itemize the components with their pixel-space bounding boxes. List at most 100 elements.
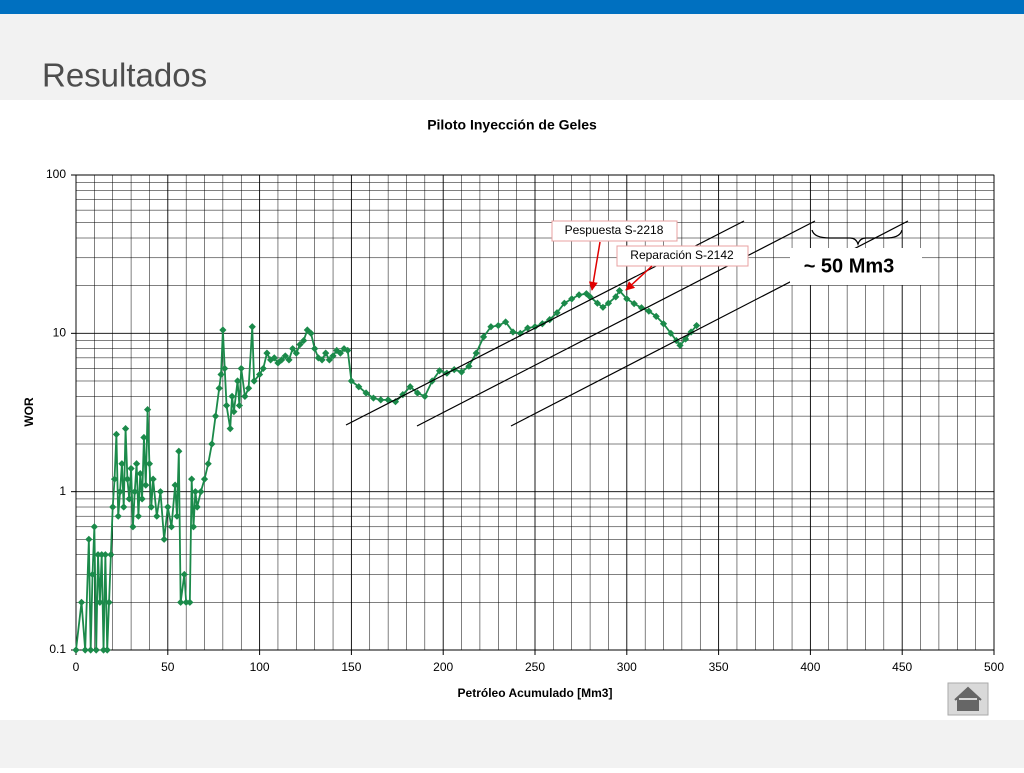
- data-point: [189, 523, 198, 531]
- data-point: [110, 475, 119, 483]
- data-point: [494, 321, 502, 330]
- data-point: [248, 323, 256, 331]
- x-tick-label: 0: [73, 660, 80, 674]
- data-point: [136, 470, 144, 478]
- y-axis-label: WOR: [22, 397, 36, 427]
- data-point: [435, 367, 444, 375]
- y-tick-label: 10: [53, 326, 67, 340]
- data-point: [289, 345, 297, 353]
- data-point: [336, 349, 344, 357]
- data-point: [208, 440, 216, 448]
- data-point: [259, 364, 267, 373]
- data-point: [144, 405, 152, 414]
- data-point: [228, 392, 236, 400]
- data-point: [637, 304, 646, 312]
- data-point: [85, 535, 93, 543]
- data-point: [107, 551, 115, 559]
- annotation-box: [790, 248, 922, 285]
- data-point: [226, 425, 234, 433]
- data-point: [180, 570, 188, 579]
- data-point: [235, 401, 244, 410]
- data-point: [413, 389, 422, 397]
- data-point: [142, 481, 150, 489]
- data-point: [72, 646, 80, 654]
- footer-band: [0, 720, 1024, 768]
- data-point: [230, 408, 238, 416]
- data-point: [582, 290, 591, 298]
- data-point: [630, 300, 638, 308]
- data-point: [362, 389, 370, 397]
- data-point: [645, 307, 653, 315]
- data-point: [118, 460, 126, 468]
- data-point: [222, 401, 231, 410]
- annotation: Pespuesta S-2218: [565, 223, 664, 237]
- data-point: [244, 384, 253, 392]
- data-point: [560, 299, 568, 307]
- data-layer: [72, 287, 701, 654]
- data-point: [217, 370, 225, 379]
- data-point: [90, 523, 98, 531]
- data-point: [167, 523, 176, 531]
- x-axis-label: Petróleo Acumulado [Mm3]: [458, 686, 613, 700]
- data-point: [270, 354, 278, 362]
- data-point: [568, 295, 576, 303]
- data-point: [307, 329, 315, 337]
- annotation: Reparación S-2142: [630, 248, 734, 262]
- data-point: [325, 356, 333, 364]
- data-point: [99, 646, 108, 654]
- data-point: [149, 475, 157, 483]
- data-point: [145, 460, 154, 468]
- data-point: [116, 488, 124, 496]
- data-point: [676, 341, 684, 349]
- data-point: [127, 464, 135, 473]
- data-point: [524, 324, 532, 332]
- data-point: [112, 430, 120, 438]
- data-point: [175, 447, 183, 455]
- data-point: [182, 598, 190, 606]
- data-point: [177, 598, 185, 606]
- data-point: [599, 303, 607, 311]
- data-point: [322, 349, 330, 357]
- data-point: [131, 488, 139, 496]
- data-point: [140, 433, 148, 442]
- data-point: [186, 598, 194, 606]
- data-point: [263, 349, 271, 357]
- data-point: [256, 370, 264, 379]
- data-point: [615, 287, 624, 295]
- top-bar: [0, 0, 1024, 14]
- data-point: [81, 646, 89, 654]
- x-tick-label: 400: [800, 660, 820, 674]
- x-tick-label: 100: [250, 660, 270, 674]
- data-point: [344, 346, 352, 355]
- data-point: [296, 340, 304, 349]
- data-point: [193, 503, 201, 511]
- data-point: [250, 377, 258, 385]
- arrow: [588, 241, 601, 291]
- data-point: [221, 364, 229, 373]
- data-point: [147, 503, 155, 511]
- data-point: [88, 570, 97, 579]
- data-point: [369, 394, 378, 402]
- home-icon[interactable]: [954, 686, 982, 711]
- data-point: [204, 460, 212, 468]
- data-point: [612, 293, 620, 301]
- data-point: [215, 384, 223, 392]
- data-point: [659, 320, 668, 328]
- annotation-box: [616, 245, 749, 267]
- y-tick-label: 100: [46, 167, 66, 181]
- data-point: [132, 460, 141, 468]
- data-point: [197, 488, 205, 496]
- x-tick-label: 300: [617, 660, 637, 674]
- trend-line: [416, 220, 816, 427]
- data-point: [278, 356, 286, 364]
- data-point: [604, 299, 613, 307]
- data-point: [377, 396, 385, 404]
- home-button[interactable]: [947, 682, 989, 716]
- data-point: [87, 646, 95, 654]
- annotation: ~ 50 Mm3: [804, 255, 895, 277]
- annotation-box: [551, 220, 678, 242]
- data-point: [191, 488, 199, 496]
- data-point: [531, 323, 539, 331]
- data-point: [472, 349, 480, 357]
